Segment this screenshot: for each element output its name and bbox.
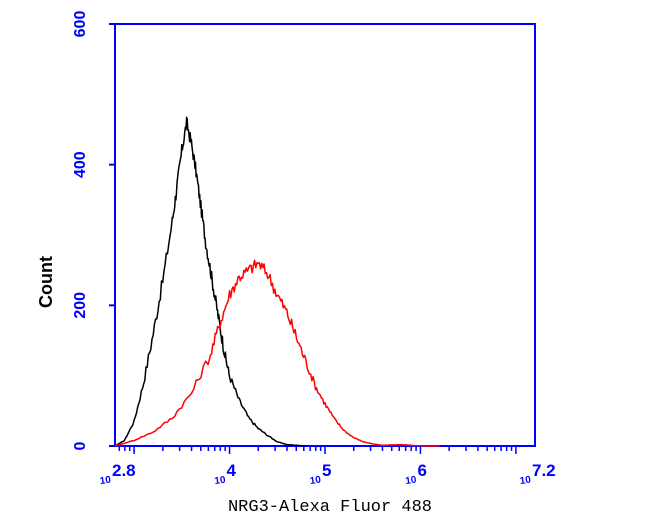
x-tick-base: 10 <box>214 475 227 488</box>
x-tick-exponent: 4 <box>227 461 237 480</box>
histogram-series-line <box>114 259 440 447</box>
x-tick-label: 107.2 <box>519 461 555 487</box>
y-axis-ticks: 0 200 400 600 <box>72 11 115 450</box>
y-tick-label: 200 <box>72 292 89 319</box>
x-tick-exponent: 2.8 <box>112 461 136 480</box>
x-tick-exponent: 7.2 <box>532 461 556 480</box>
y-axis-title: Count <box>36 256 56 308</box>
x-tick-label: 104 <box>214 461 237 487</box>
x-tick-base: 10 <box>309 475 322 488</box>
histogram-series-line <box>114 116 306 447</box>
y-tick-label: 0 <box>72 441 89 450</box>
x-tick-base: 10 <box>519 475 532 488</box>
x-axis-title: NRG3-Alexa Fluor 488 <box>228 498 432 517</box>
series-layer <box>114 116 440 447</box>
x-tick-label: 105 <box>309 461 331 487</box>
y-tick-label: 600 <box>72 11 89 38</box>
y-tick-label: 400 <box>72 151 89 178</box>
plot-frame <box>114 23 536 447</box>
x-tick-exponent: 6 <box>417 461 426 480</box>
x-tick-label: 106 <box>405 461 427 487</box>
x-tick-base: 10 <box>99 475 112 488</box>
plot-border <box>114 23 536 447</box>
x-tick-exponent: 5 <box>322 461 331 480</box>
x-tick-base: 10 <box>405 475 418 488</box>
x-tick-label: 102.8 <box>99 461 135 487</box>
